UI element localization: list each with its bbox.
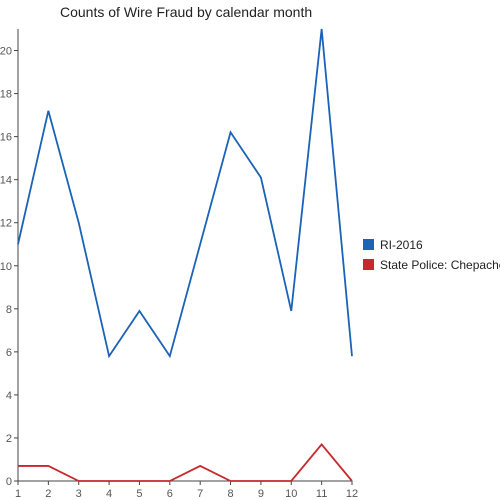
x-tick-label: 9 <box>258 488 264 500</box>
chart-title: Counts of Wire Fraud by calendar month <box>60 4 313 20</box>
y-tick-label: 10 <box>0 261 12 273</box>
y-tick-label: 4 <box>6 390 12 402</box>
legend-label: RI-2016 <box>380 238 423 252</box>
x-tick-label: 2 <box>45 488 51 500</box>
y-tick-label: 16 <box>0 132 12 144</box>
series-line-1 <box>17 28 353 359</box>
x-tick-label: 11 <box>316 488 327 500</box>
y-tick-label: 8 <box>6 304 12 316</box>
legend-swatch <box>363 239 374 250</box>
y-tick-label: 18 <box>0 89 12 101</box>
series-line-2 <box>18 443 353 482</box>
x-tick-label: 12 <box>346 488 358 500</box>
x-tick-label: 5 <box>136 488 142 500</box>
x-tick-label: 1 <box>15 488 21 500</box>
y-tick-label: 12 <box>0 218 12 230</box>
legend-label: State Police: Chepachet <box>380 258 500 272</box>
x-tick-label: 10 <box>285 488 297 500</box>
y-tick-label: 6 <box>6 347 12 359</box>
legend: RI-2016 State Police: Chepachet <box>363 238 500 272</box>
legend-swatch <box>363 259 374 270</box>
x-tick-label: 4 <box>106 488 112 500</box>
x-tick-label: 6 <box>167 488 173 500</box>
y-tick-label: 14 <box>0 175 12 187</box>
x-tick-label: 7 <box>197 488 203 500</box>
y-tick-label: 2 <box>6 433 12 445</box>
y-tick-label: 20 <box>0 46 12 58</box>
x-tick-label: 8 <box>227 488 233 500</box>
x-tick-label: 3 <box>76 488 82 500</box>
y-tick-label: 0 <box>6 476 12 488</box>
series-layer <box>17 28 353 482</box>
